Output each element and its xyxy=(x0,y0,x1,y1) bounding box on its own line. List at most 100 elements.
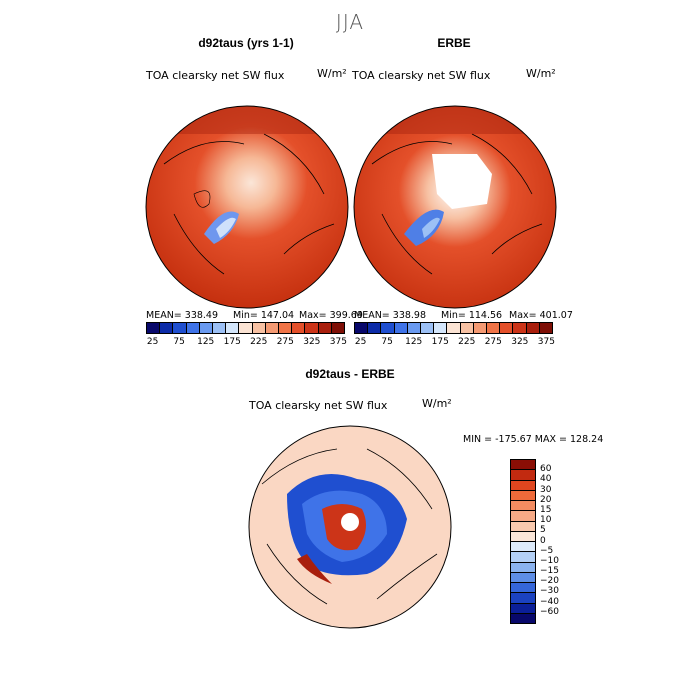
colorbar-tick-label: 275 xyxy=(484,337,502,347)
colorbar-swatch xyxy=(305,323,319,333)
diff-colorbar-label: 0 xyxy=(540,535,546,546)
diff-colorbar-swatch xyxy=(511,542,535,553)
colorbar-tick-label: 325 xyxy=(511,337,529,347)
diff-colorbar-swatch xyxy=(511,552,535,563)
colorbar-tick-label: 225 xyxy=(250,337,268,347)
colorbar-swatch xyxy=(381,323,395,333)
diff-colorbar-label: −20 xyxy=(540,576,559,587)
left-panel-title: d92taus (yrs 1-1) xyxy=(198,36,294,50)
diff-colorbar xyxy=(510,459,536,624)
colorbar-swatch xyxy=(473,323,488,333)
colorbar-tick-label: 25 xyxy=(354,337,367,347)
diff-colorbar-label: 15 xyxy=(540,504,552,515)
diff-colorbar-swatch xyxy=(511,501,535,512)
left-min: Min= 147.04 xyxy=(233,310,295,321)
colorbar-swatch xyxy=(173,323,187,333)
colorbar-tick-label: 75 xyxy=(173,337,185,347)
diff-colorbar-label: 30 xyxy=(540,484,552,495)
diff-pole-mask xyxy=(341,513,359,531)
right-colorbar-ticks: 25 75 125 175 225 275 325 375 xyxy=(354,337,555,349)
left-units-label: W/m² xyxy=(317,67,347,80)
colorbar-swatch xyxy=(421,323,435,333)
diff-colorbar-swatch xyxy=(511,511,535,522)
colorbar-tick-label: 125 xyxy=(197,337,215,347)
colorbar-tick-label: 375 xyxy=(537,337,555,347)
colorbar-swatch xyxy=(160,323,174,333)
diff-colorbar-label: 60 xyxy=(540,464,552,475)
colorbar-swatch xyxy=(355,323,369,333)
diff-colorbar-label: 5 xyxy=(540,525,546,536)
colorbar-swatch xyxy=(292,323,306,333)
diff-colorbar-swatch xyxy=(511,531,535,542)
colorbar-swatch xyxy=(434,323,448,333)
colorbar-tick-label: 325 xyxy=(303,337,321,347)
diff-colorbar-label: −5 xyxy=(540,545,554,556)
diff-polar-map xyxy=(248,425,452,629)
colorbar-swatch xyxy=(513,323,527,333)
colorbar-swatch xyxy=(186,323,200,333)
colorbar-swatch xyxy=(213,323,227,333)
colorbar-tick-label: 375 xyxy=(329,337,347,347)
colorbar-swatch xyxy=(252,323,266,333)
colorbar-tick-label: 75 xyxy=(381,337,393,347)
colorbar-swatch xyxy=(279,323,293,333)
right-colorbar xyxy=(354,322,553,334)
diff-units-label: W/m² xyxy=(422,397,452,410)
right-mean: MEAN= 338.98 xyxy=(354,310,427,321)
diff-field-label: TOA clearsky net SW flux xyxy=(249,399,388,412)
colorbar-swatch xyxy=(239,323,253,333)
colorbar-swatch xyxy=(199,323,214,333)
colorbar-swatch xyxy=(460,323,474,333)
colorbar-swatch xyxy=(539,323,553,333)
left-mean: MEAN= 338.49 xyxy=(146,310,219,321)
colorbar-swatch xyxy=(447,323,461,333)
colorbar-tick-label: 125 xyxy=(405,337,423,347)
diff-coastlines xyxy=(261,448,438,605)
colorbar-swatch xyxy=(368,323,382,333)
diff-colorbar-swatch xyxy=(511,613,535,623)
left-colorbar xyxy=(146,322,345,334)
diff-colorbar-label: −60 xyxy=(540,606,559,617)
left-max: Max= 399.69 xyxy=(299,310,363,321)
colorbar-tick-label: 275 xyxy=(276,337,294,347)
right-polar-mask xyxy=(432,154,492,209)
right-max: Max= 401.07 xyxy=(509,310,573,321)
diff-minmax: MIN = -175.67 MAX = 128.24 xyxy=(463,434,604,445)
left-field-label: TOA clearsky net SW flux xyxy=(146,69,285,82)
right-polar-map xyxy=(353,105,557,309)
colorbar-tick-label: 175 xyxy=(223,337,241,347)
colorbar-tick-label: 225 xyxy=(458,337,476,347)
diff-colorbar-label: −40 xyxy=(540,596,559,607)
season-title: JJA xyxy=(335,10,365,34)
colorbar-tick-label: 175 xyxy=(431,337,449,347)
colorbar-swatch xyxy=(331,323,345,333)
diff-colorbar-swatch xyxy=(511,593,535,604)
right-panel-title: ERBE xyxy=(437,36,471,50)
diff-colorbar-label: 20 xyxy=(540,494,552,505)
diff-colorbar-swatch xyxy=(511,572,535,583)
diff-colorbar-swatch xyxy=(511,562,535,573)
diff-colorbar-label: −10 xyxy=(540,555,559,566)
diff-colorbar-label: 10 xyxy=(540,515,552,526)
diff-colorbar-label: −15 xyxy=(540,566,559,577)
colorbar-swatch xyxy=(500,323,514,333)
diff-colorbar-swatch xyxy=(511,470,535,481)
diff-panel-title: d92taus - ERBE xyxy=(305,367,395,381)
colorbar-swatch xyxy=(487,323,501,333)
right-coastlines xyxy=(371,133,543,275)
left-polar-map xyxy=(145,105,349,309)
colorbar-swatch xyxy=(394,323,408,333)
colorbar-swatch xyxy=(226,323,240,333)
diff-colorbar-swatch xyxy=(511,480,535,491)
left-colorbar-ticks: 25 75 125 175 225 275 325 375 xyxy=(146,337,347,349)
diff-colorbar-labels: 60 40 30 20 15 10 5 0 −5 −10 −15 −20 −30 −40 −60 xyxy=(540,459,570,622)
colorbar-swatch xyxy=(407,323,422,333)
colorbar-swatch xyxy=(265,323,280,333)
diff-colorbar-swatch xyxy=(511,603,535,614)
colorbar-swatch xyxy=(526,323,540,333)
right-field-label: TOA clearsky net SW flux xyxy=(352,69,491,82)
diff-colorbar-swatch xyxy=(511,583,535,594)
colorbar-swatch xyxy=(147,323,161,333)
right-min: Min= 114.56 xyxy=(441,310,503,321)
colorbar-swatch xyxy=(318,323,332,333)
